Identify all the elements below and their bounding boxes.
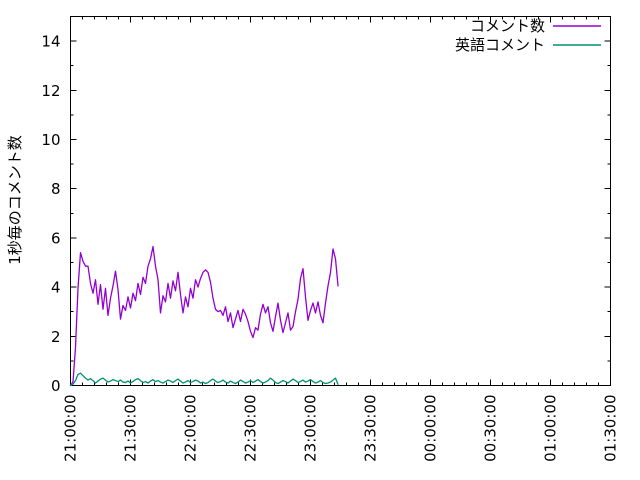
y-tick-label: 2 — [51, 328, 61, 346]
x-tick-label-group: 00:30:00 — [482, 395, 500, 462]
legend-label-2: 英語コメント — [455, 36, 545, 54]
x-tick-label-group: 00:00:00 — [422, 395, 440, 462]
legend-label-1: コメント数 — [470, 17, 545, 35]
x-tick-label-group: 01:00:00 — [542, 395, 560, 462]
y-tick-label: 4 — [51, 279, 61, 297]
series-line-1 — [69, 245, 339, 387]
x-tick-label: 23:30:00 — [362, 395, 380, 462]
y-tick-label: 14 — [41, 33, 60, 51]
x-tick-label: 23:00:00 — [302, 395, 320, 462]
x-tick-label: 21:30:00 — [122, 395, 140, 462]
x-tick-label: 22:30:00 — [242, 395, 260, 462]
y-tick-label: 6 — [51, 229, 61, 247]
y-axis-title: 1秒毎のコメント数 — [6, 135, 24, 265]
y-axis-title-group: 1秒毎のコメント数 — [6, 135, 24, 265]
y-tick-label: 8 — [51, 180, 61, 198]
x-tick-label-group: 21:30:00 — [122, 395, 140, 462]
series-line-2 — [69, 372, 339, 387]
x-tick-label-group: 22:30:00 — [242, 395, 260, 462]
x-tick-label-group: 01:30:00 — [602, 395, 620, 462]
x-tick-label: 01:00:00 — [542, 395, 560, 462]
y-tick-label: 12 — [41, 82, 60, 100]
x-tick-label-group: 23:00:00 — [302, 395, 320, 462]
x-tick-label: 00:30:00 — [482, 395, 500, 462]
x-tick-label: 01:30:00 — [602, 395, 620, 462]
plot-border — [70, 16, 611, 386]
x-tick-label: 21:00:00 — [62, 395, 80, 462]
x-tick-label-group: 23:30:00 — [362, 395, 380, 462]
x-tick-label-group: 21:00:00 — [62, 395, 80, 462]
x-tick-label-group: 22:00:00 — [182, 395, 200, 462]
y-tick-label: 10 — [41, 131, 60, 149]
y-tick-label: 0 — [51, 377, 61, 395]
x-tick-label: 22:00:00 — [182, 395, 200, 462]
x-tick-label: 00:00:00 — [422, 395, 440, 462]
